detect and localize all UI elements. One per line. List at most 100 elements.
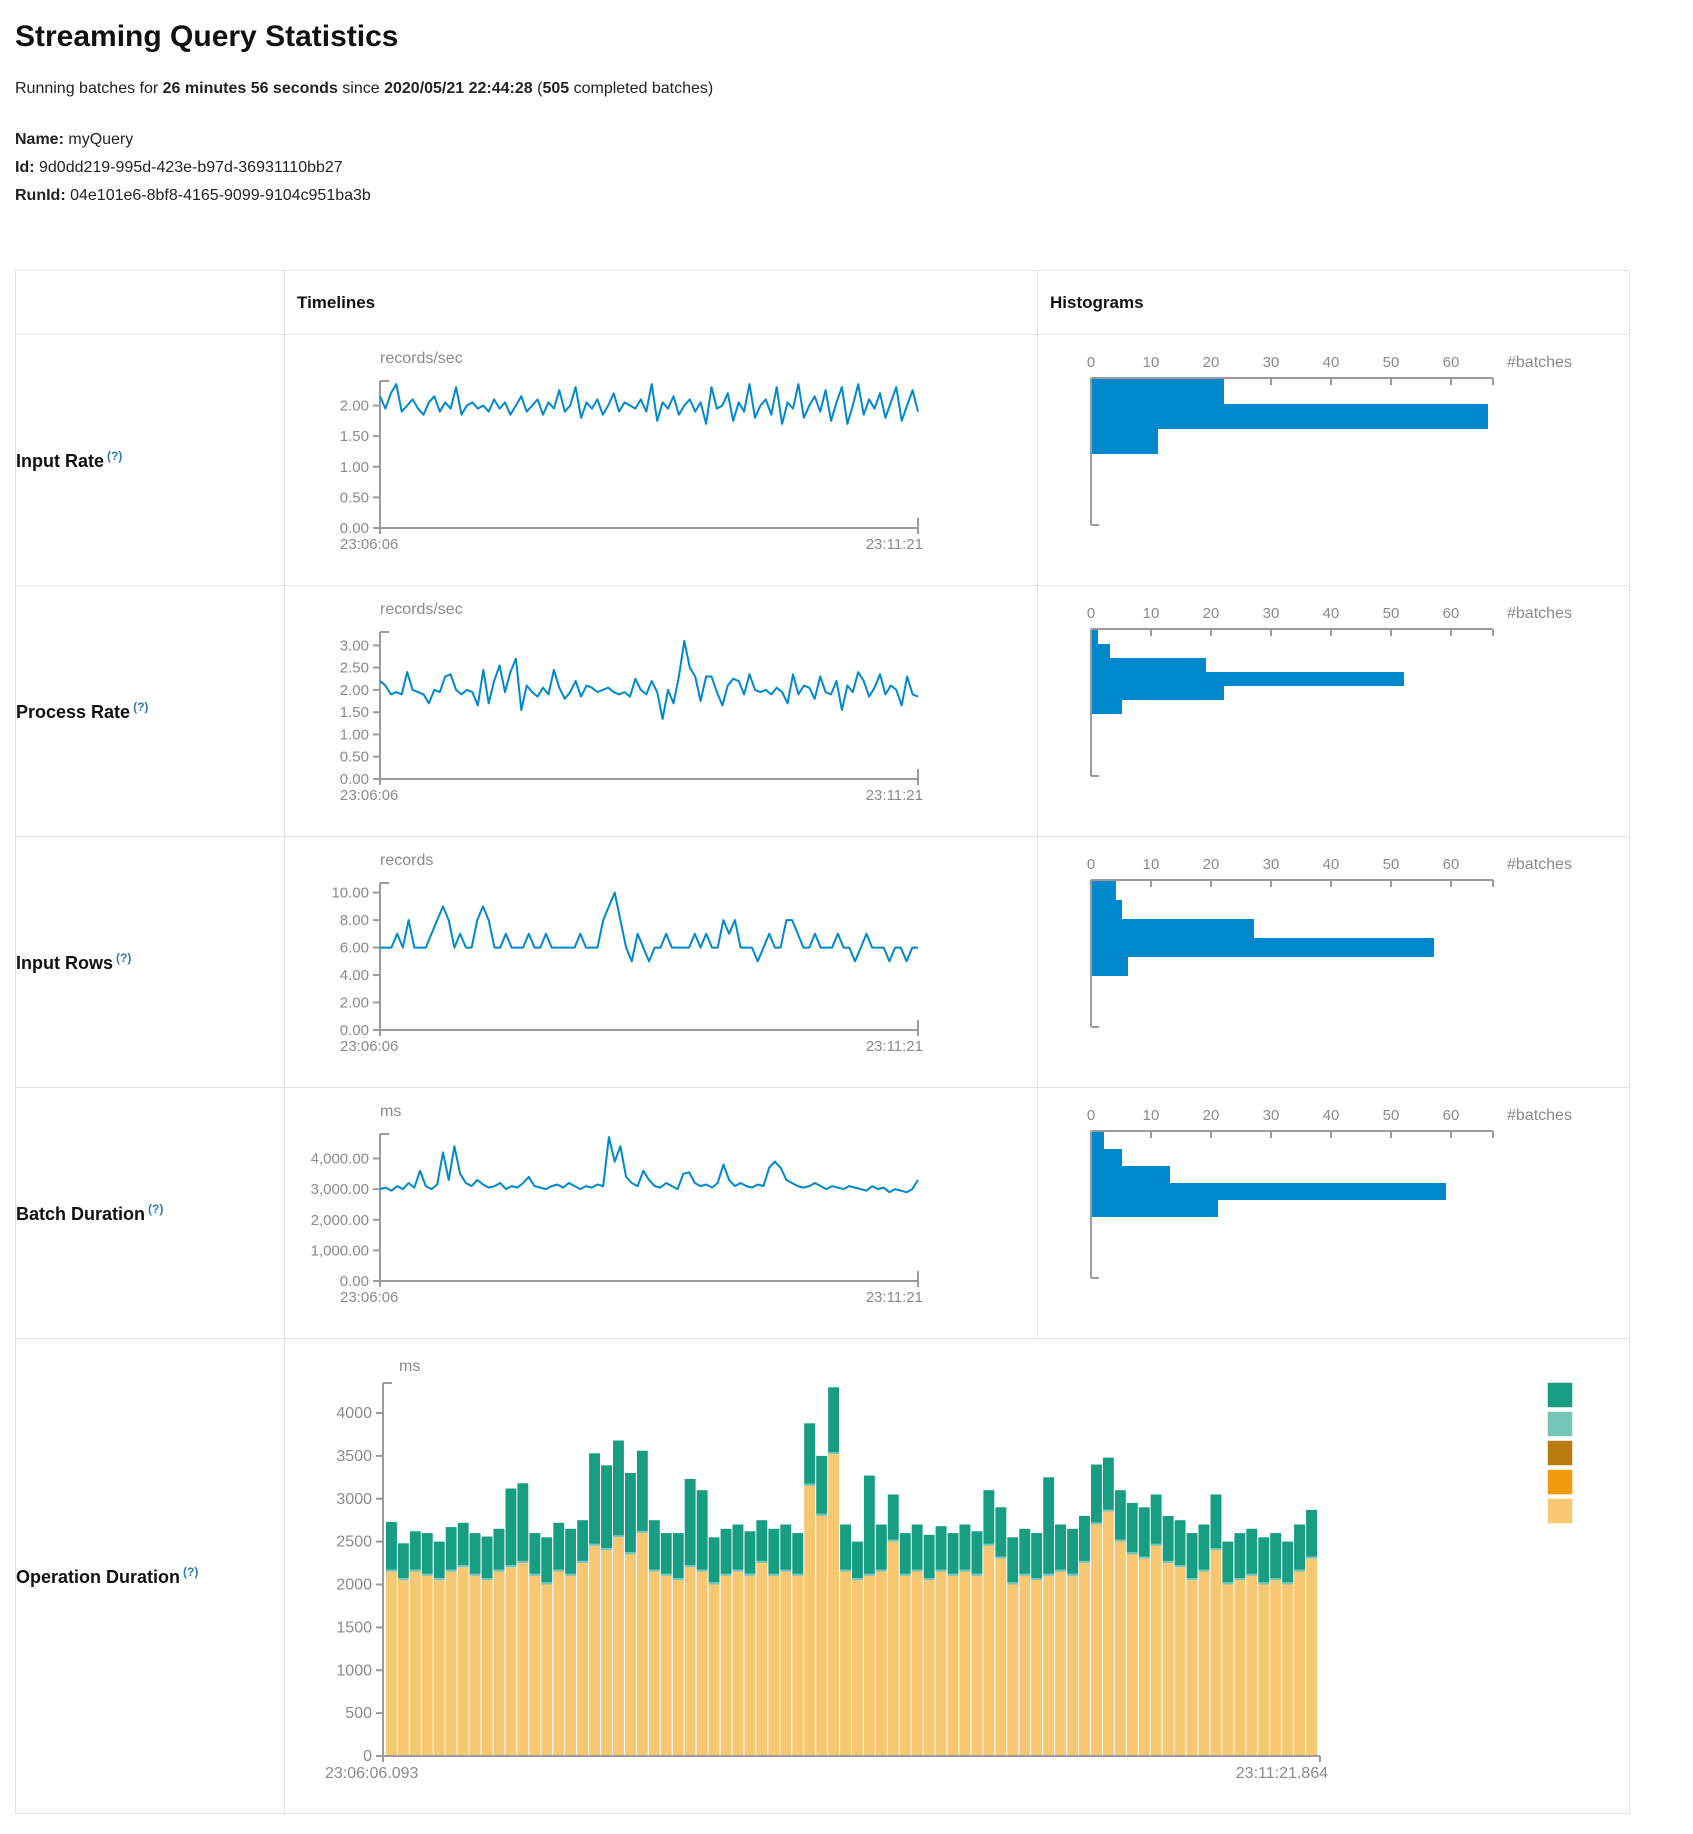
svg-text:20: 20 [1203,1107,1220,1124]
query-runid-label: RunId: [15,187,66,204]
input-rate-histogram-chart: 0 10 20 30 40 50 60 #batches [1038,335,1629,585]
svg-text:3500: 3500 [336,1448,372,1465]
help-icon[interactable]: (?) [183,1564,199,1579]
statistics-table: Timelines Histograms Input Rate (?) recor… [15,270,1630,1814]
input-rows-histogram-chart: 0 10 20 30 40 50 60 #batches [1038,837,1629,1087]
svg-text:6.00: 6.00 [340,940,369,957]
table-row-input-rate: Input Rate (?) records/sec 2.00 1.50 1.00 0.5… [15,334,1630,586]
svg-text:23:11:21: 23:11:21 [866,1289,923,1306]
help-icon[interactable]: (?) [116,950,132,965]
query-id-value: 9d0dd219-995d-423e-b97d-36931110bb27 [39,159,343,176]
row-label-input-rows: Input Rows (?) [15,836,285,1088]
svg-text:1.00: 1.00 [340,726,369,743]
operation-duration-stacked-chart: ms 4000 3500 3000 2500 2000 1500 1000 500 0 23:06:… [285,1339,1629,1813]
input-rate-histogram-cell: 0 10 20 30 40 50 60 #batches [1037,334,1630,586]
help-icon[interactable]: (?) [148,1201,164,1216]
svg-text:30: 30 [1263,856,1280,873]
table-row-operation-duration: Operation Duration (?) ms 4000 3500 3000 2500… [15,1338,1630,1814]
svg-text:3000: 3000 [336,1491,372,1508]
run-summary-since: since [337,80,385,97]
svg-text:8.00: 8.00 [340,912,369,929]
svg-text:0: 0 [1087,605,1095,622]
svg-text:60: 60 [1443,354,1460,371]
table-row-input-rows: Input Rows (?) records 10.00 8.00 6.00 4.00 2.… [15,836,1630,1088]
query-id-line: Id: 9d0dd219-995d-423e-b97d-36931110bb27 [15,154,1678,182]
svg-text:3.00: 3.00 [340,637,369,654]
svg-text:2000: 2000 [336,1577,372,1594]
svg-text:2.00: 2.00 [340,682,369,699]
svg-text:10: 10 [1143,1107,1160,1124]
svg-text:40: 40 [1323,605,1340,622]
query-name-line: Name: myQuery [15,126,1678,154]
svg-text:#batches: #batches [1507,354,1572,371]
svg-text:60: 60 [1443,605,1460,622]
svg-text:0: 0 [363,1748,372,1765]
svg-text:#batches: #batches [1507,605,1572,622]
svg-text:2.50: 2.50 [340,660,369,677]
table-header-row: Timelines Histograms [15,270,1630,335]
svg-text:4,000.00: 4,000.00 [311,1151,369,1168]
svg-text:10.00: 10.00 [331,885,369,902]
help-icon[interactable]: (?) [107,448,123,463]
svg-text:10: 10 [1143,354,1160,371]
svg-text:30: 30 [1263,1107,1280,1124]
completed-batches-count: 505 [542,80,570,97]
run-start-time: 2020/05/21 22:44:28 [384,80,533,97]
query-runid-value: 04e101e6-8bf8-4165-9099-9104c951ba3b [70,187,371,204]
batch-duration-histogram-cell: 0 10 20 30 40 50 60 #batches [1037,1087,1630,1339]
svg-text:20: 20 [1203,354,1220,371]
svg-text:60: 60 [1443,856,1460,873]
svg-text:0.50: 0.50 [340,489,369,506]
svg-text:30: 30 [1263,354,1280,371]
help-icon[interactable]: (?) [133,699,149,714]
operation-duration-label: Operation Duration [16,1566,181,1587]
svg-text:records/sec: records/sec [380,601,463,618]
input-rows-histogram-cell: 0 10 20 30 40 50 60 #batches [1037,836,1630,1088]
svg-text:23:11:21: 23:11:21 [866,787,923,804]
svg-text:23:06:06.093: 23:06:06.093 [325,1765,419,1782]
query-runid-line: RunId: 04e101e6-8bf8-4165-9099-9104c951b… [15,182,1678,210]
input-rows-timeline-chart: records 10.00 8.00 6.00 4.00 2.00 0.00 23:06:06… [285,837,1037,1087]
svg-text:23:06:06: 23:06:06 [340,1038,398,1055]
svg-text:40: 40 [1323,354,1340,371]
row-label-process-rate: Process Rate (?) [15,585,285,837]
svg-text:ms: ms [380,1103,401,1120]
svg-text:0.00: 0.00 [340,1273,369,1290]
process-rate-histogram-cell: 0 10 20 30 40 50 60 #batches [1037,585,1630,837]
svg-text:#batches: #batches [1507,1107,1572,1124]
svg-text:1000: 1000 [336,1662,372,1679]
svg-text:50: 50 [1383,354,1400,371]
row-label-batch-duration: Batch Duration (?) [15,1087,285,1339]
svg-text:0: 0 [1087,1107,1095,1124]
svg-text:records/sec: records/sec [380,350,463,367]
svg-text:0: 0 [1087,856,1095,873]
svg-text:1.50: 1.50 [340,704,369,721]
svg-text:50: 50 [1383,856,1400,873]
svg-text:40: 40 [1323,1107,1340,1124]
row-label-operation-duration: Operation Duration (?) [15,1338,285,1814]
svg-text:60: 60 [1443,1107,1460,1124]
svg-text:0.00: 0.00 [340,520,369,537]
run-summary-suffix: completed batches) [569,80,714,97]
header-timelines: Timelines [284,270,1038,335]
input-rate-label: Input Rate [16,450,104,471]
svg-text:500: 500 [345,1705,372,1722]
svg-text:4000: 4000 [336,1405,372,1422]
batch-duration-label: Batch Duration [16,1203,146,1224]
batch-duration-timeline-cell: ms 4,000.00 3,000.00 2,000.00 1,000.00 0.00 23… [284,1087,1038,1339]
svg-text:23:11:21: 23:11:21 [866,536,923,553]
svg-text:40: 40 [1323,856,1340,873]
svg-text:1.50: 1.50 [340,428,369,445]
svg-text:#batches: #batches [1507,856,1572,873]
svg-text:1500: 1500 [336,1619,372,1636]
table-row-batch-duration: Batch Duration (?) ms 4,000.00 3,000.00 2,00… [15,1087,1630,1339]
svg-text:2.00: 2.00 [340,995,369,1012]
operation-duration-chart-cell: ms 4000 3500 3000 2500 2000 1500 1000 500 0 23:06:… [284,1338,1630,1814]
svg-text:0: 0 [1087,354,1095,371]
svg-text:10: 10 [1143,605,1160,622]
run-summary-prefix: Running batches for [15,80,163,97]
run-summary-paren: ( [532,80,543,97]
svg-text:2,000.00: 2,000.00 [311,1212,369,1229]
svg-text:1.00: 1.00 [340,459,369,476]
batch-duration-histogram-chart: 0 10 20 30 40 50 60 #batches [1038,1088,1629,1338]
